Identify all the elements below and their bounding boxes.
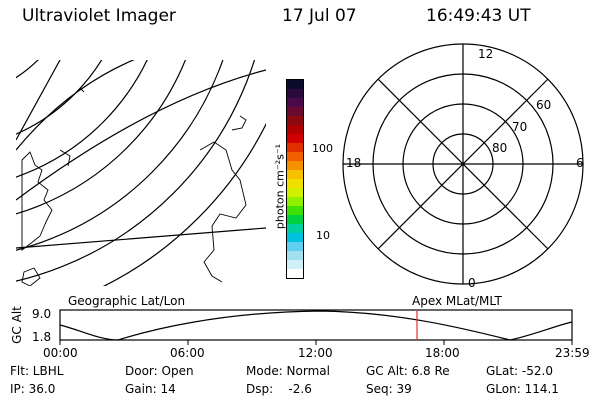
lon-line (16, 69, 266, 201)
colorbar-unit-label: photon cm⁻²s⁻¹ (273, 143, 287, 230)
colorbar-segment (287, 143, 303, 152)
mlt-label-0: 0 (468, 276, 476, 290)
colorbar-segment (287, 116, 303, 125)
colorbar-segment (287, 134, 303, 143)
colorbar-segment (287, 161, 303, 170)
lat-arc (16, 60, 186, 215)
colorbar-segment (287, 188, 303, 197)
altitude-curve (59, 310, 573, 341)
coastline (21, 151, 53, 251)
lat-arc (16, 60, 256, 282)
info-mode: Mode: Normal (246, 364, 330, 378)
apex-mlat-mlt-label: Apex MLat/MLT (412, 294, 502, 308)
geographic-latlon-label: Geographic Lat/Lon (68, 294, 186, 308)
y-tick-9: 9.0 (32, 307, 52, 321)
colorbar-segment (287, 269, 303, 278)
date-label: 17 Jul 07 (282, 6, 357, 26)
info-gc-alt: GC Alt: 6.8 Re (366, 364, 450, 378)
colorbar (286, 79, 304, 279)
colorbar-segment (287, 89, 303, 98)
colorbar-segment (287, 206, 303, 215)
coastline (21, 267, 41, 286)
mlat-label-60: 60 (536, 98, 552, 112)
lat-arc (16, 60, 224, 251)
colorbar-segment (287, 251, 303, 260)
info-seq: Seq: 39 (366, 382, 412, 396)
lat-arc (102, 122, 266, 286)
info-glat: GLat: -52.0 (486, 364, 553, 378)
info-ip: IP: 36.0 (10, 382, 56, 396)
colorbar-segment (287, 125, 303, 134)
colorbar-segment (287, 215, 303, 224)
mlt-diagonal (377, 78, 549, 250)
colorbar-segment (287, 170, 303, 179)
x-tick-0600: 06:00 (170, 346, 205, 360)
timeline-frame (59, 309, 573, 341)
mlat-label-70: 70 (512, 120, 528, 134)
y-tick-1-8: 1.8 (32, 330, 52, 344)
polar-plot (342, 43, 584, 285)
info-gain: Gain: 14 (125, 382, 176, 396)
colorbar-segment (287, 98, 303, 107)
colorbar-segment (287, 152, 303, 161)
time-label: 16:49:43 UT (426, 6, 531, 26)
coastline (231, 115, 247, 131)
instrument-title: Ultraviolet Imager (22, 6, 176, 26)
mlat-ring-80 (432, 133, 494, 195)
colorbar-segment (287, 260, 303, 269)
colorbar-segment (287, 242, 303, 251)
mlat-label-80: 80 (492, 141, 508, 155)
mlt-diagonal (377, 78, 549, 250)
colorbar-tick-10: 10 (316, 229, 330, 242)
colorbar-segment (287, 80, 303, 89)
coastline (59, 149, 71, 167)
gc-alt-axis-title: GC Alt (10, 306, 24, 344)
info-door: Door: Open (125, 364, 194, 378)
colorbar-segment (287, 179, 303, 188)
mlt-label-6: 6 (576, 156, 584, 170)
mlat-ring-60 (372, 73, 554, 255)
info-dsp: Dsp: -2.6 (246, 382, 312, 396)
x-tick-0000: 00:00 (43, 346, 78, 360)
x-tick-2359: 23:59 (555, 346, 590, 360)
x-tick-1200: 12:00 (298, 346, 333, 360)
x-tick-1800: 18:00 (425, 346, 460, 360)
colorbar-segment (287, 107, 303, 116)
lat-arc (16, 60, 148, 178)
colorbar-segment (287, 233, 303, 242)
info-flt: Flt: LBHL (10, 364, 64, 378)
lon-line (16, 60, 135, 151)
lon-line (16, 227, 266, 249)
mlat-ring-outer (342, 43, 584, 285)
info-glon: GLon: 114.1 (486, 382, 559, 396)
lon-line (16, 60, 61, 141)
colorbar-segment (287, 197, 303, 206)
mlt-label-12: 12 (478, 47, 494, 61)
mlt-label-18: 18 (346, 156, 362, 170)
coastline (199, 141, 247, 283)
colorbar-tick-100: 100 (312, 142, 333, 155)
mlat-ring-70 (402, 103, 524, 225)
colorbar-segment (287, 224, 303, 233)
coastline (79, 87, 85, 93)
